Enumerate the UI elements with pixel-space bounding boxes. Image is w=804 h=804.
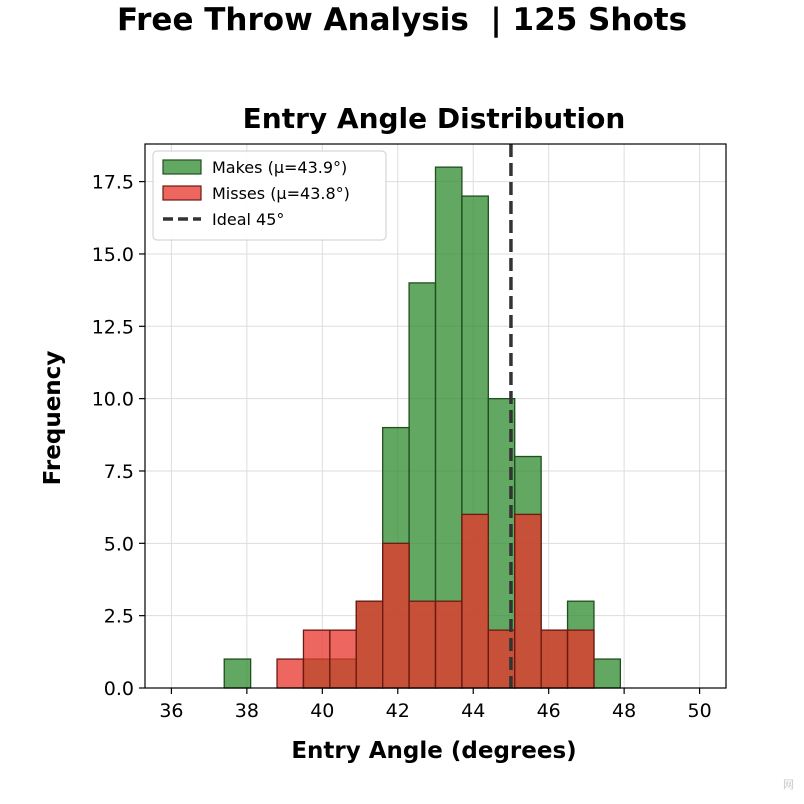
legend-makes-swatch bbox=[162, 159, 202, 175]
x-tick-label-7: 50 bbox=[687, 700, 711, 722]
y-tick-label-0: 0.0 bbox=[104, 678, 134, 700]
x-tick-label-3: 42 bbox=[386, 700, 410, 722]
legend-ideal-label: Ideal 45° bbox=[212, 210, 284, 229]
y-tick-label-5: 12.5 bbox=[92, 316, 134, 338]
x-tick-label-2: 40 bbox=[310, 700, 334, 722]
misses-bar-4 bbox=[276, 658, 305, 689]
misses-bar-7 bbox=[355, 600, 384, 689]
misses-bar-5 bbox=[302, 629, 331, 689]
y-axis-label: Frequency bbox=[40, 351, 66, 486]
legend-box bbox=[152, 150, 387, 241]
y-tick-label-3: 7.5 bbox=[104, 461, 134, 483]
y-axis-ticks: 0.0 2.5 5.0 7.5 10.0 12.5 15.0 17.5 bbox=[92, 172, 145, 700]
misses-bar-13 bbox=[514, 513, 542, 689]
misses-bar-10 bbox=[434, 600, 463, 689]
x-tick-label-4: 44 bbox=[461, 700, 485, 722]
misses-bar-8 bbox=[382, 542, 410, 689]
misses-bars bbox=[276, 513, 595, 689]
x-tick-label-0: 36 bbox=[159, 700, 183, 722]
watermark: 网 bbox=[783, 778, 794, 791]
legend: Makes (μ=43.9°) Misses (μ=43.8°) Ideal 45° bbox=[152, 150, 387, 241]
legend-misses-label: Misses (μ=43.8°) bbox=[212, 184, 350, 203]
misses-bar-9 bbox=[408, 600, 437, 689]
x-tick-label-5: 46 bbox=[537, 700, 561, 722]
y-tick-label-1: 2.5 bbox=[104, 606, 134, 628]
y-tick-label-4: 10.0 bbox=[92, 389, 134, 411]
misses-bar-6 bbox=[329, 629, 357, 689]
x-tick-label-6: 48 bbox=[612, 700, 636, 722]
y-tick-label-7: 17.5 bbox=[92, 172, 134, 194]
misses-bar-15 bbox=[566, 629, 595, 689]
makes-bar-2 bbox=[223, 658, 252, 689]
makes-bar-16 bbox=[593, 658, 622, 689]
misses-bar-11 bbox=[461, 513, 489, 689]
chart-title: Entry Angle Distribution bbox=[243, 102, 626, 135]
legend-makes-label: Makes (μ=43.9°) bbox=[212, 158, 347, 177]
y-tick-label-6: 15.0 bbox=[92, 244, 134, 266]
x-tick-label-1: 38 bbox=[235, 700, 259, 722]
misses-bar-14 bbox=[540, 629, 569, 689]
x-axis-ticks: 36 38 40 42 44 46 48 50 bbox=[159, 688, 712, 722]
legend-misses-swatch bbox=[162, 185, 202, 201]
y-tick-label-2: 5.0 bbox=[104, 533, 134, 555]
plot-frame bbox=[144, 143, 727, 689]
x-axis-label: Entry Angle (degrees) bbox=[291, 738, 576, 764]
figure-suptitle: Free Throw Analysis | 125 Shots bbox=[116, 2, 688, 38]
